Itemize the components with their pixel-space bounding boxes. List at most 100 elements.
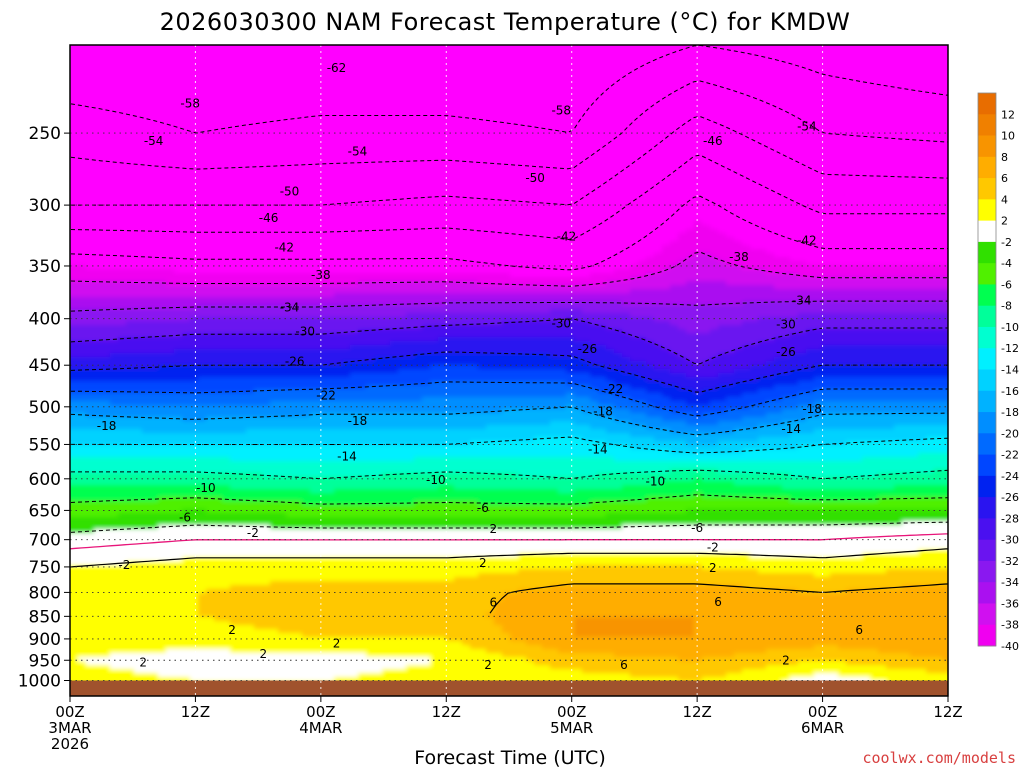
- field-cell: [70, 665, 111, 670]
- isotherm-line: [70, 548, 948, 568]
- field-cell: [798, 381, 948, 386]
- isotherm-line: [70, 251, 948, 287]
- field-cell: [278, 629, 503, 634]
- field-cell: [70, 273, 511, 278]
- field-cell: [478, 281, 607, 286]
- field-cell: [774, 253, 948, 258]
- field-cell: [742, 321, 948, 326]
- field-cell: [878, 649, 948, 654]
- field-cell: [142, 429, 247, 434]
- field-cell: [158, 525, 271, 530]
- contour-label: 6: [490, 596, 498, 610]
- isotherm-line: [70, 115, 948, 206]
- field-cell: [518, 589, 799, 594]
- field-cell: [566, 393, 575, 398]
- field-cell: [110, 401, 271, 406]
- field-cell: [814, 377, 948, 382]
- colorbar-label: -36: [1001, 597, 1019, 610]
- field-cell: [422, 397, 591, 402]
- field-cell: [694, 633, 948, 638]
- x-tick-label: 3MAR: [48, 719, 91, 737]
- contour-label: 2: [479, 556, 487, 570]
- field-cell: [614, 381, 663, 386]
- field-cell: [366, 385, 591, 390]
- field-cell: [70, 261, 639, 266]
- field-cell: [950, 633, 964, 638]
- field-cell: [70, 625, 255, 630]
- field-cell: [878, 473, 948, 478]
- field-cell: [478, 365, 607, 370]
- y-tick-label: 400: [29, 310, 61, 330]
- field-cell: [598, 413, 647, 418]
- field-cell: [710, 253, 775, 258]
- colorbar-label: 10: [1001, 130, 1015, 143]
- field-cell: [950, 625, 964, 630]
- plot-frame: [69, 44, 949, 697]
- field-cell: [734, 349, 807, 354]
- field-cell: [70, 297, 948, 302]
- colorbar-label: -22: [1001, 449, 1019, 462]
- field-cell: [670, 285, 775, 290]
- field-cell: [734, 237, 948, 242]
- field-cell: [702, 477, 948, 482]
- field-cell: [662, 345, 743, 350]
- field-cell: [70, 265, 87, 270]
- field-cell: [494, 617, 575, 622]
- field-cell: [70, 373, 351, 378]
- field-cell: [574, 405, 615, 410]
- field-cell: [86, 265, 631, 270]
- field-cell: [574, 617, 695, 622]
- contour-label: -62: [327, 61, 347, 75]
- field-cell: [950, 621, 964, 626]
- field-cell: [654, 437, 759, 442]
- field-cell: [70, 133, 948, 138]
- field-cell: [134, 669, 383, 674]
- field-cell: [70, 417, 183, 422]
- field-cell: [70, 217, 948, 222]
- x-tick-label: 00Z: [306, 703, 335, 721]
- field-cell: [654, 253, 695, 258]
- contour-label: 2: [709, 561, 717, 575]
- field-cell: [470, 441, 607, 446]
- field-cell: [798, 405, 948, 410]
- contour-label: 6: [714, 595, 722, 609]
- field-cell: [502, 597, 948, 602]
- field-cell: [70, 149, 948, 154]
- colorbar-label: -26: [1001, 491, 1019, 504]
- field-cell: [694, 617, 948, 622]
- field-cell: [662, 481, 735, 486]
- field-cell: [718, 257, 791, 262]
- field-cell: [494, 609, 948, 614]
- field-cell: [646, 413, 695, 418]
- field-cell: [366, 653, 503, 658]
- field-cell: [582, 357, 631, 362]
- field-cell: [70, 345, 351, 350]
- colorbar-band: [978, 326, 996, 349]
- field-cell: [382, 669, 583, 674]
- field-cell: [70, 413, 87, 418]
- field-cell: [70, 85, 948, 90]
- field-cell: [502, 625, 575, 630]
- colorbar-label: -4: [1001, 257, 1012, 270]
- field-cell: [334, 293, 948, 298]
- field-cell: [198, 609, 495, 614]
- field-cell: [478, 573, 815, 578]
- field-cell: [550, 421, 575, 426]
- field-cell: [70, 453, 919, 458]
- field-cell: [502, 409, 583, 414]
- field-cell: [70, 545, 948, 550]
- field-cell: [70, 677, 191, 682]
- colorbar-band: [978, 539, 996, 562]
- field-cell: [510, 633, 575, 638]
- field-cell: [622, 369, 671, 374]
- field-cell: [606, 345, 663, 350]
- field-cell: [630, 673, 727, 678]
- field-cell: [646, 361, 695, 366]
- field-cell: [70, 97, 948, 102]
- contour-label: -22: [316, 389, 336, 403]
- field-cell: [518, 553, 751, 558]
- colorbar-band: [978, 624, 996, 647]
- field-cell: [494, 621, 575, 626]
- field-cell: [774, 385, 948, 390]
